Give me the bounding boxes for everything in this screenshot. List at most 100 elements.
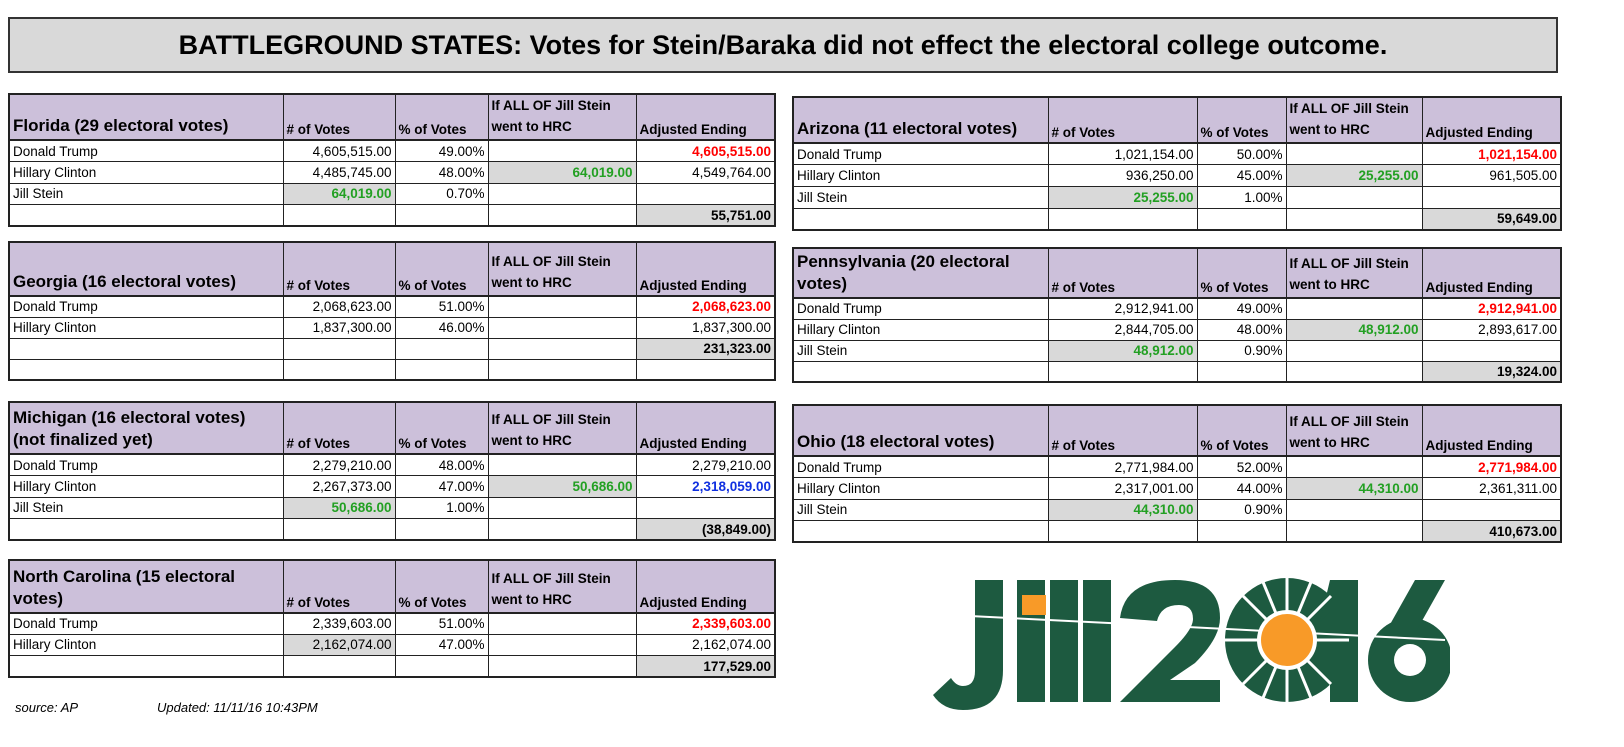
candidate-name — [8, 358, 284, 381]
candidate-name: Hillary Clinton — [8, 475, 284, 498]
cell-votes: 50,686.00 — [282, 496, 396, 519]
candidate-name: Donald Trump — [8, 612, 284, 635]
cell-adjusted: 2,771,984.00 — [1421, 455, 1562, 478]
state-name: Georgia (16 electoral votes) — [8, 241, 284, 297]
column-header-adjusted: Adjusted Ending — [635, 559, 776, 614]
candidate-name: Donald Trump — [792, 297, 1049, 320]
cell-pct — [394, 655, 489, 678]
cell-adjusted: 410,673.00 — [1421, 520, 1562, 543]
cell-votes — [282, 358, 396, 381]
cell-pct: 44.00% — [1196, 477, 1287, 500]
cell-adjusted: 2,893,617.00 — [1421, 318, 1562, 341]
cell-votes — [282, 337, 396, 360]
candidate-name: Hillary Clinton — [8, 316, 284, 339]
cell-if — [487, 139, 637, 162]
table-row: Hillary Clinton 2,267,373.00 47.00% 50,686.… — [8, 475, 776, 498]
cell-adjusted — [1421, 186, 1562, 209]
state-name: Ohio (18 electoral votes) — [792, 404, 1049, 457]
state-table-arizona: Arizona (11 electoral votes) # of Votes% … — [792, 96, 1562, 231]
cell-if — [487, 655, 637, 678]
column-header-if: If ALL OF Jill Stein went to HRC — [1285, 96, 1423, 144]
cell-pct — [394, 337, 489, 360]
column-header-if: If ALL OF Jill Stein went to HRC — [487, 401, 637, 455]
column-header-votes: # of Votes — [1047, 404, 1198, 457]
table-row: Jill Stein 25,255.00 1.00% — [792, 186, 1562, 209]
cell-if — [487, 295, 637, 318]
table-row: Donald Trump 2,771,984.00 52.00% 2,771,984.… — [792, 455, 1562, 478]
cell-if — [1285, 455, 1423, 478]
cell-votes: 2,162,074.00 — [282, 633, 396, 657]
cell-pct: 45.00% — [1196, 164, 1287, 187]
cell-if — [487, 204, 637, 227]
candidate-name: Hillary Clinton — [792, 318, 1049, 341]
candidate-name: Hillary Clinton — [8, 633, 284, 657]
cell-adjusted: 4,605,515.00 — [635, 139, 776, 162]
cell-adjusted — [635, 182, 776, 205]
table-row: Donald Trump 1,021,154.00 50.00% 1,021,154.… — [792, 142, 1562, 166]
table-row: 410,673.00 — [792, 520, 1562, 543]
table-row — [8, 358, 776, 381]
jill2016-logo — [933, 578, 1450, 710]
cell-if — [487, 316, 637, 339]
cell-if — [487, 337, 637, 360]
cell-if — [1285, 297, 1423, 320]
cell-if — [1285, 186, 1423, 209]
cell-if — [1285, 498, 1423, 521]
state-name: Pennsylvania (20 electoral votes) — [792, 247, 1049, 299]
cell-pct — [394, 358, 489, 381]
page-title: BATTLEGROUND STATES: Votes for Stein/Bar… — [8, 17, 1558, 73]
table-row: 177,529.00 — [8, 655, 776, 678]
cell-adjusted: 961,505.00 — [1421, 164, 1562, 187]
table-row: 55,751.00 — [8, 204, 776, 227]
state-table-georgia: Georgia (16 electoral votes) # of Votes% … — [8, 241, 776, 381]
state-name: Florida (29 electoral votes) — [8, 93, 284, 141]
column-header-adjusted: Adjusted Ending — [635, 241, 776, 297]
column-header-if: If ALL OF Jill Stein went to HRC — [1285, 404, 1423, 457]
cell-adjusted: 2,912,941.00 — [1421, 297, 1562, 320]
column-header-if: If ALL OF Jill Stein went to HRC — [487, 93, 637, 141]
state-table-pennsylvania: Pennsylvania (20 electoral votes) # of Vo… — [792, 247, 1562, 383]
cell-votes: 4,605,515.00 — [282, 139, 396, 162]
column-header-pct: % of Votes — [394, 93, 489, 141]
cell-votes: 2,279,210.00 — [282, 453, 396, 476]
cell-pct: 47.00% — [394, 633, 489, 657]
cell-if — [487, 496, 637, 519]
cell-if — [487, 358, 637, 381]
column-header-adjusted: Adjusted Ending — [1421, 96, 1562, 144]
cell-pct — [1196, 207, 1287, 231]
table-row: Jill Stein 44,310.00 0.90% — [792, 498, 1562, 521]
state-table-michigan: Michigan (16 electoral votes) (not final… — [8, 401, 776, 541]
cell-adjusted — [1421, 339, 1562, 362]
cell-pct: 0.70% — [394, 182, 489, 205]
cell-adjusted: 2,162,074.00 — [635, 633, 776, 657]
candidate-name — [792, 207, 1049, 231]
cell-pct: 48.00% — [394, 161, 489, 184]
cell-if — [1285, 360, 1423, 383]
candidate-name: Hillary Clinton — [792, 164, 1049, 187]
candidate-name: Donald Trump — [8, 139, 284, 162]
cell-adjusted — [635, 358, 776, 381]
table-row: Hillary Clinton 2,162,074.00 47.00% 2,162,0… — [8, 633, 776, 657]
cell-votes: 1,021,154.00 — [1047, 142, 1198, 166]
candidate-name: Jill Stein — [792, 339, 1049, 362]
column-header-pct: % of Votes — [1196, 247, 1287, 299]
column-header-pct: % of Votes — [394, 241, 489, 297]
cell-pct: 0.90% — [1196, 498, 1287, 521]
cell-if: 25,255.00 — [1285, 164, 1423, 187]
cell-votes: 2,267,373.00 — [282, 475, 396, 498]
cell-if: 50,686.00 — [487, 475, 637, 498]
cell-adjusted: 231,323.00 — [635, 337, 776, 360]
table-row: Jill Stein 50,686.00 1.00% — [8, 496, 776, 519]
column-header-votes: # of Votes — [282, 241, 396, 297]
updated-note: Updated: 11/11/16 10:43PM — [157, 700, 318, 715]
cell-pct: 1.00% — [394, 496, 489, 519]
cell-votes — [1047, 360, 1198, 383]
table-row: Donald Trump 2,339,603.00 51.00% 2,339,603.… — [8, 612, 776, 635]
candidate-name — [8, 337, 284, 360]
cell-adjusted: 19,324.00 — [1421, 360, 1562, 383]
column-header-pct: % of Votes — [1196, 96, 1287, 144]
cell-pct: 49.00% — [1196, 297, 1287, 320]
cell-adjusted: 2,339,603.00 — [635, 612, 776, 635]
table-row: Hillary Clinton 936,250.00 45.00% 25,255.00… — [792, 164, 1562, 187]
state-table-ohio: Ohio (18 electoral votes) # of Votes% of … — [792, 404, 1562, 543]
